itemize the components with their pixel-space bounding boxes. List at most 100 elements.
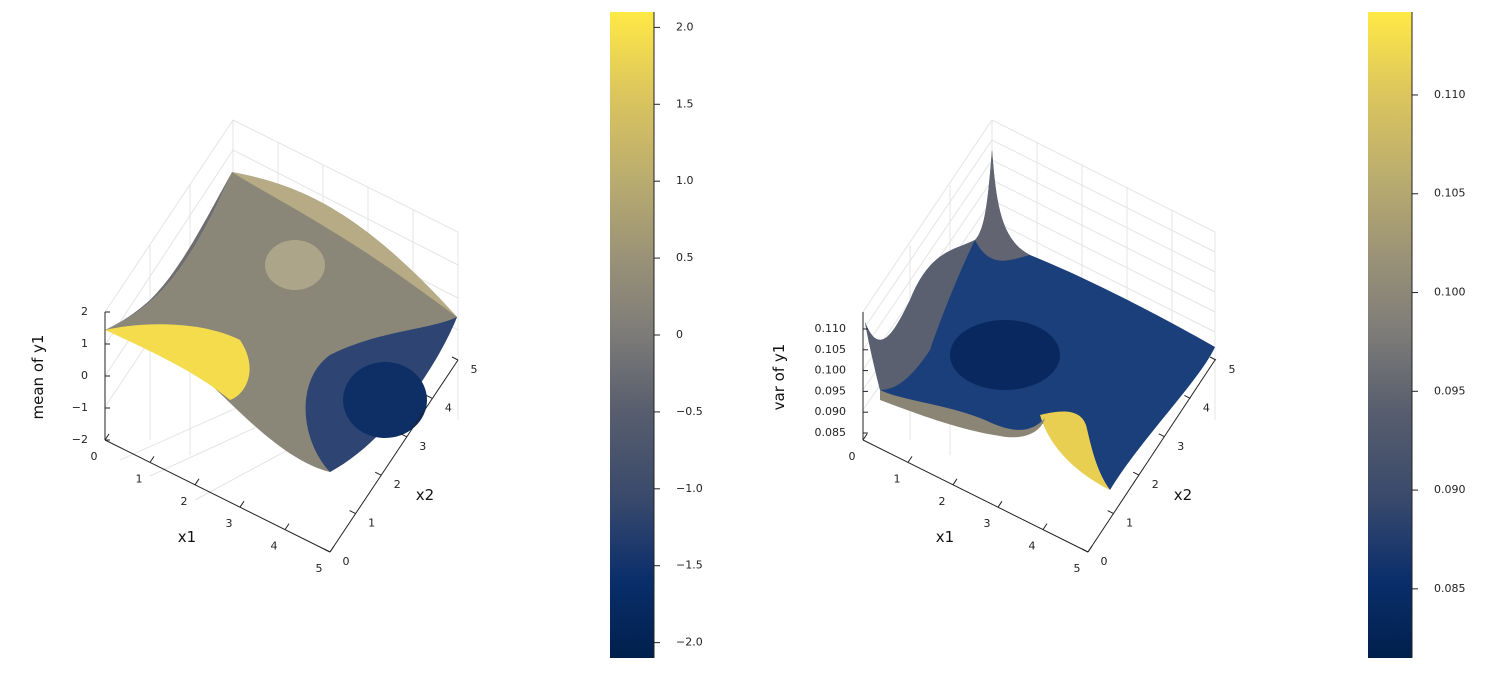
x-tick-mark bbox=[907, 456, 913, 463]
surface-mean bbox=[105, 172, 457, 472]
colorbar-tick-label: −1.5 bbox=[676, 559, 703, 572]
y-tick-mark bbox=[1081, 548, 1089, 553]
y-tick-mark bbox=[323, 548, 331, 553]
y-tick-mark bbox=[1184, 394, 1191, 399]
y-tick-mark bbox=[1209, 356, 1217, 361]
z-tick-label: 0.090 bbox=[815, 405, 847, 418]
z-tick-label: −2 bbox=[72, 433, 88, 446]
x-tick-label: 1 bbox=[894, 472, 901, 485]
x-tick-mark bbox=[104, 433, 110, 441]
x-tick-label: 5 bbox=[1074, 562, 1081, 575]
x-axis-label-2: x1 bbox=[936, 528, 954, 546]
colorbar-ticks-1: −2.0 −1.5 −1.0 −0.5 0 0.5 1.0 1.5 2.0 bbox=[654, 20, 703, 649]
x-tick-label: 3 bbox=[984, 517, 991, 530]
z-axis-label-2: var of y1 bbox=[770, 344, 788, 411]
colorbar-tick-label: 0.095 bbox=[1434, 384, 1466, 397]
y-tick-label: 5 bbox=[1229, 363, 1236, 376]
x-tick-mark bbox=[239, 500, 245, 508]
y-tick-label: 2 bbox=[1152, 478, 1159, 491]
colorbar-tick-label: 0.085 bbox=[1434, 582, 1466, 595]
x-tick-mark bbox=[194, 478, 200, 486]
colorbar-tick-label: 0.105 bbox=[1434, 187, 1466, 200]
x-tick-label: 4 bbox=[1029, 540, 1036, 553]
x-tick-mark bbox=[284, 523, 290, 530]
x-tick-label: 2 bbox=[181, 495, 188, 508]
x-axis-ticks-1: 0 1 2 3 4 5 bbox=[91, 433, 335, 575]
colorbar-ticks-2: 0.085 0.090 0.095 0.100 0.105 0.110 bbox=[1412, 88, 1466, 595]
x-tick-label: 3 bbox=[226, 517, 233, 530]
y-tick-label: 0 bbox=[343, 555, 350, 568]
surface-var bbox=[865, 150, 1215, 490]
y-axis-ticks-2: 0 1 2 3 4 5 bbox=[1081, 356, 1236, 568]
y-tick-mark bbox=[1107, 510, 1114, 515]
colorbar-tick-label: 1.5 bbox=[676, 97, 694, 110]
plot-mean bbox=[104, 119, 459, 553]
y-axis-label-2: x2 bbox=[1174, 486, 1192, 504]
colorbar-tick-label: 0.110 bbox=[1434, 88, 1466, 101]
plot-mean-labels: −2 −1 0 1 2 0 1 2 3 4 5 0 1 2 3 4 5 x1 x2 mean of y1 bbox=[29, 305, 478, 575]
y-tick-label: 4 bbox=[1203, 401, 1210, 414]
plot-var-labels: 0.085 0.090 0.095 0.100 0.105 0.110 0 1 2 3 4 5 0 1… bbox=[770, 322, 1236, 575]
x-tick-label: 1 bbox=[136, 472, 143, 485]
z-tick-label: 0.110 bbox=[815, 322, 847, 335]
y-tick-label: 1 bbox=[368, 517, 375, 530]
y-tick-label: 0 bbox=[1101, 555, 1108, 568]
colorbar-tick-label: 0.5 bbox=[676, 251, 694, 264]
z-tick-label: 2 bbox=[81, 305, 88, 318]
colorbar-tick-label: 2.0 bbox=[676, 20, 694, 33]
x-axis-ticks-2: 0 1 2 3 4 5 bbox=[849, 433, 1093, 575]
x-tick-label: 5 bbox=[316, 562, 323, 575]
y-tick-mark bbox=[374, 471, 382, 476]
plot-var bbox=[862, 119, 1216, 553]
colorbar-gradient-2 bbox=[1368, 12, 1412, 658]
z-tick-label: 0.105 bbox=[815, 343, 847, 356]
colorbar-tick-label: −1.0 bbox=[676, 482, 703, 495]
colorbar-tick-label: 1.0 bbox=[676, 174, 694, 187]
y-tick-mark bbox=[1158, 433, 1166, 438]
z-tick-label: 1 bbox=[81, 337, 88, 350]
colorbar-2: 0.085 0.090 0.095 0.100 0.105 0.110 bbox=[1368, 12, 1466, 658]
z-tick-label: 0.095 bbox=[815, 384, 847, 397]
y-tick-label: 1 bbox=[1126, 517, 1133, 530]
x-tick-label: 0 bbox=[849, 450, 856, 463]
x-axis-label-1: x1 bbox=[178, 528, 196, 546]
x-tick-mark bbox=[952, 478, 958, 486]
x-tick-mark bbox=[1087, 545, 1093, 553]
z-tick-label: −1 bbox=[72, 401, 88, 414]
x-tick-mark bbox=[329, 545, 335, 553]
x-tick-mark bbox=[862, 433, 868, 441]
z-axis-label-1: mean of y1 bbox=[29, 335, 47, 420]
y-axis-ticks-1: 0 1 2 3 4 5 bbox=[323, 356, 478, 568]
x-tick-label: 2 bbox=[939, 495, 946, 508]
z-tick-label: 0 bbox=[81, 369, 88, 382]
colorbar-tick-label: 0.100 bbox=[1434, 286, 1466, 299]
colorbar-tick-label: 0 bbox=[676, 328, 683, 341]
colorbar-tick-label: −0.5 bbox=[676, 405, 703, 418]
x-tick-mark bbox=[149, 456, 155, 463]
y-tick-mark bbox=[426, 394, 433, 399]
y-axis-label-1: x2 bbox=[416, 486, 434, 504]
x-tick-label: 0 bbox=[91, 450, 98, 463]
z-tick-label: 0.085 bbox=[815, 426, 847, 439]
z-axis-ticks-1: −2 −1 0 1 2 bbox=[72, 305, 110, 446]
colorbar-1: −2.0 −1.5 −1.0 −0.5 0 0.5 1.0 1.5 2.0 bbox=[610, 12, 703, 658]
colorbar-gradient-1 bbox=[610, 12, 654, 658]
y-tick-label: 5 bbox=[471, 363, 478, 376]
y-tick-mark bbox=[1132, 471, 1140, 476]
z-axis-ticks-2: 0.085 0.090 0.095 0.100 0.105 0.110 bbox=[815, 322, 868, 439]
y-tick-mark bbox=[349, 510, 356, 515]
y-tick-label: 4 bbox=[445, 401, 452, 414]
y-tick-label: 3 bbox=[1177, 440, 1184, 453]
x-tick-mark bbox=[1042, 523, 1048, 530]
y-tick-mark bbox=[400, 433, 408, 438]
x-tick-label: 4 bbox=[271, 540, 278, 553]
z-tick-label: 0.100 bbox=[815, 364, 847, 377]
axes-2 bbox=[862, 312, 1216, 553]
x-tick-mark bbox=[997, 500, 1003, 508]
colorbar-tick-label: −2.0 bbox=[676, 636, 703, 649]
y-tick-label: 3 bbox=[419, 440, 426, 453]
y-tick-mark bbox=[451, 356, 459, 361]
colorbar-tick-label: 0.090 bbox=[1434, 483, 1466, 496]
y-tick-label: 2 bbox=[394, 478, 401, 491]
